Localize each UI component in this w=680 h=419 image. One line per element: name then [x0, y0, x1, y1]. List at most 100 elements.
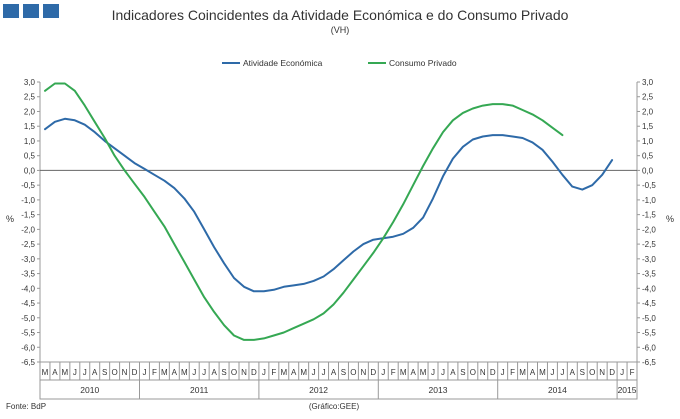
- month-label: O: [589, 368, 595, 377]
- y-tick-label-left: -6,5: [21, 358, 35, 367]
- month-label: J: [322, 368, 326, 377]
- month-label: D: [251, 368, 257, 377]
- y-tick-label-right: 0,5: [642, 152, 654, 161]
- y-ticks-left: 3,0 2,5 2,0 1,5 1,0 0,5 0,0 -0,5 -1,0 -1,5 -2,0 -2,…: [21, 78, 40, 367]
- y-tick-label-right: -6,0: [642, 343, 656, 352]
- month-label: A: [570, 368, 576, 377]
- month-label: J: [142, 368, 146, 377]
- y-tick-label-left: -1,0: [21, 196, 35, 205]
- y-tick-label-right: 3,0: [642, 78, 654, 87]
- month-label: M: [400, 368, 407, 377]
- y-tick-label-left: 0,0: [24, 166, 36, 175]
- month-label: N: [360, 368, 366, 377]
- month-label: D: [609, 368, 615, 377]
- month-label: A: [211, 368, 217, 377]
- year-label: 2015: [618, 385, 637, 395]
- month-label: N: [599, 368, 605, 377]
- y-tick-label-left: 0,5: [24, 152, 36, 161]
- y-tick-label-left: -4,5: [21, 299, 35, 308]
- month-label: D: [490, 368, 496, 377]
- y-tick-label-left: -3,5: [21, 270, 35, 279]
- x-axis: [39, 361, 638, 400]
- y-axis-label-left: %: [6, 214, 14, 224]
- y-tick-label-right: -2,5: [642, 240, 656, 249]
- legend: Atividade Económica Consumo Privado: [222, 58, 457, 68]
- y-tick-label-right: 1,5: [642, 122, 654, 131]
- month-label: M: [519, 368, 526, 377]
- y-tick-label-left: -2,5: [21, 240, 35, 249]
- month-label: J: [192, 368, 196, 377]
- footer-credit: (Gráfico:GEE): [309, 402, 360, 411]
- month-label: J: [501, 368, 505, 377]
- year-label: 2012: [309, 385, 328, 395]
- month-label: N: [241, 368, 247, 377]
- y-tick-label-right: -5,0: [642, 314, 656, 323]
- y-tick-label-right: 1,0: [642, 137, 654, 146]
- month-label: A: [331, 368, 337, 377]
- month-label: M: [161, 368, 168, 377]
- year-label: 2010: [80, 385, 99, 395]
- year-label: 2014: [548, 385, 567, 395]
- month-label: A: [172, 368, 178, 377]
- month-label: F: [391, 368, 396, 377]
- y-tick-label-right: 2,5: [642, 93, 654, 102]
- series-lines: [44, 82, 614, 341]
- month-label: M: [42, 368, 49, 377]
- month-label: F: [510, 368, 515, 377]
- y-tick-label-left: -4,0: [21, 284, 35, 293]
- footer-source: Fonte: BdP: [6, 402, 46, 411]
- year-labels: 2010 2011 2012 2013 2014 2015: [80, 385, 636, 395]
- month-label: J: [560, 368, 564, 377]
- y-tick-label-right: -2,0: [642, 225, 656, 234]
- y-tick-label-left: -5,0: [21, 314, 35, 323]
- y-tick-label-left: 2,0: [24, 107, 36, 116]
- month-label: N: [122, 368, 128, 377]
- y-axis-label-right: %: [666, 214, 674, 224]
- month-label: J: [381, 368, 385, 377]
- year-label: 2011: [190, 385, 209, 395]
- month-label: O: [231, 368, 237, 377]
- month-label: A: [291, 368, 297, 377]
- y-tick-label-left: -6,0: [21, 343, 35, 352]
- month-label: O: [470, 368, 476, 377]
- y-tick-label-left: 3,0: [24, 78, 36, 87]
- month-label: S: [580, 368, 585, 377]
- y-tick-label-left: -3,0: [21, 255, 35, 264]
- month-label: J: [620, 368, 624, 377]
- y-tick-label-left: 1,5: [24, 122, 36, 131]
- y-tick-label-right: 2,0: [642, 107, 654, 116]
- month-label: J: [431, 368, 435, 377]
- month-label: A: [92, 368, 98, 377]
- month-label: F: [630, 368, 635, 377]
- y-tick-label-left: -2,0: [21, 225, 35, 234]
- month-label: D: [370, 368, 376, 377]
- year-label: 2013: [429, 385, 448, 395]
- month-label: S: [460, 368, 465, 377]
- y-tick-label-right: -4,5: [642, 299, 656, 308]
- month-label: J: [262, 368, 266, 377]
- y-tick-label-right: -1,5: [642, 211, 656, 220]
- month-label: O: [350, 368, 356, 377]
- month-label: M: [539, 368, 546, 377]
- y-tick-label-left: 1,0: [24, 137, 36, 146]
- y-tick-label-right: 0,0: [642, 166, 654, 175]
- month-label: A: [530, 368, 536, 377]
- chart-title: Indicadores Coincidentes da Atividade Ec…: [112, 7, 569, 23]
- month-label: M: [300, 368, 307, 377]
- month-label: S: [341, 368, 346, 377]
- month-label: F: [152, 368, 157, 377]
- y-tick-label-right: -5,5: [642, 329, 656, 338]
- logo: [3, 4, 59, 18]
- y-tick-label-right: -0,5: [642, 181, 656, 190]
- month-label: N: [480, 368, 486, 377]
- month-label: M: [181, 368, 188, 377]
- month-label: J: [312, 368, 316, 377]
- month-label: D: [132, 368, 138, 377]
- chart-subtitle: (VH): [331, 25, 350, 35]
- month-label: A: [410, 368, 416, 377]
- month-label: J: [202, 368, 206, 377]
- month-label: A: [52, 368, 58, 377]
- series-line-consumo-privado: [44, 82, 564, 341]
